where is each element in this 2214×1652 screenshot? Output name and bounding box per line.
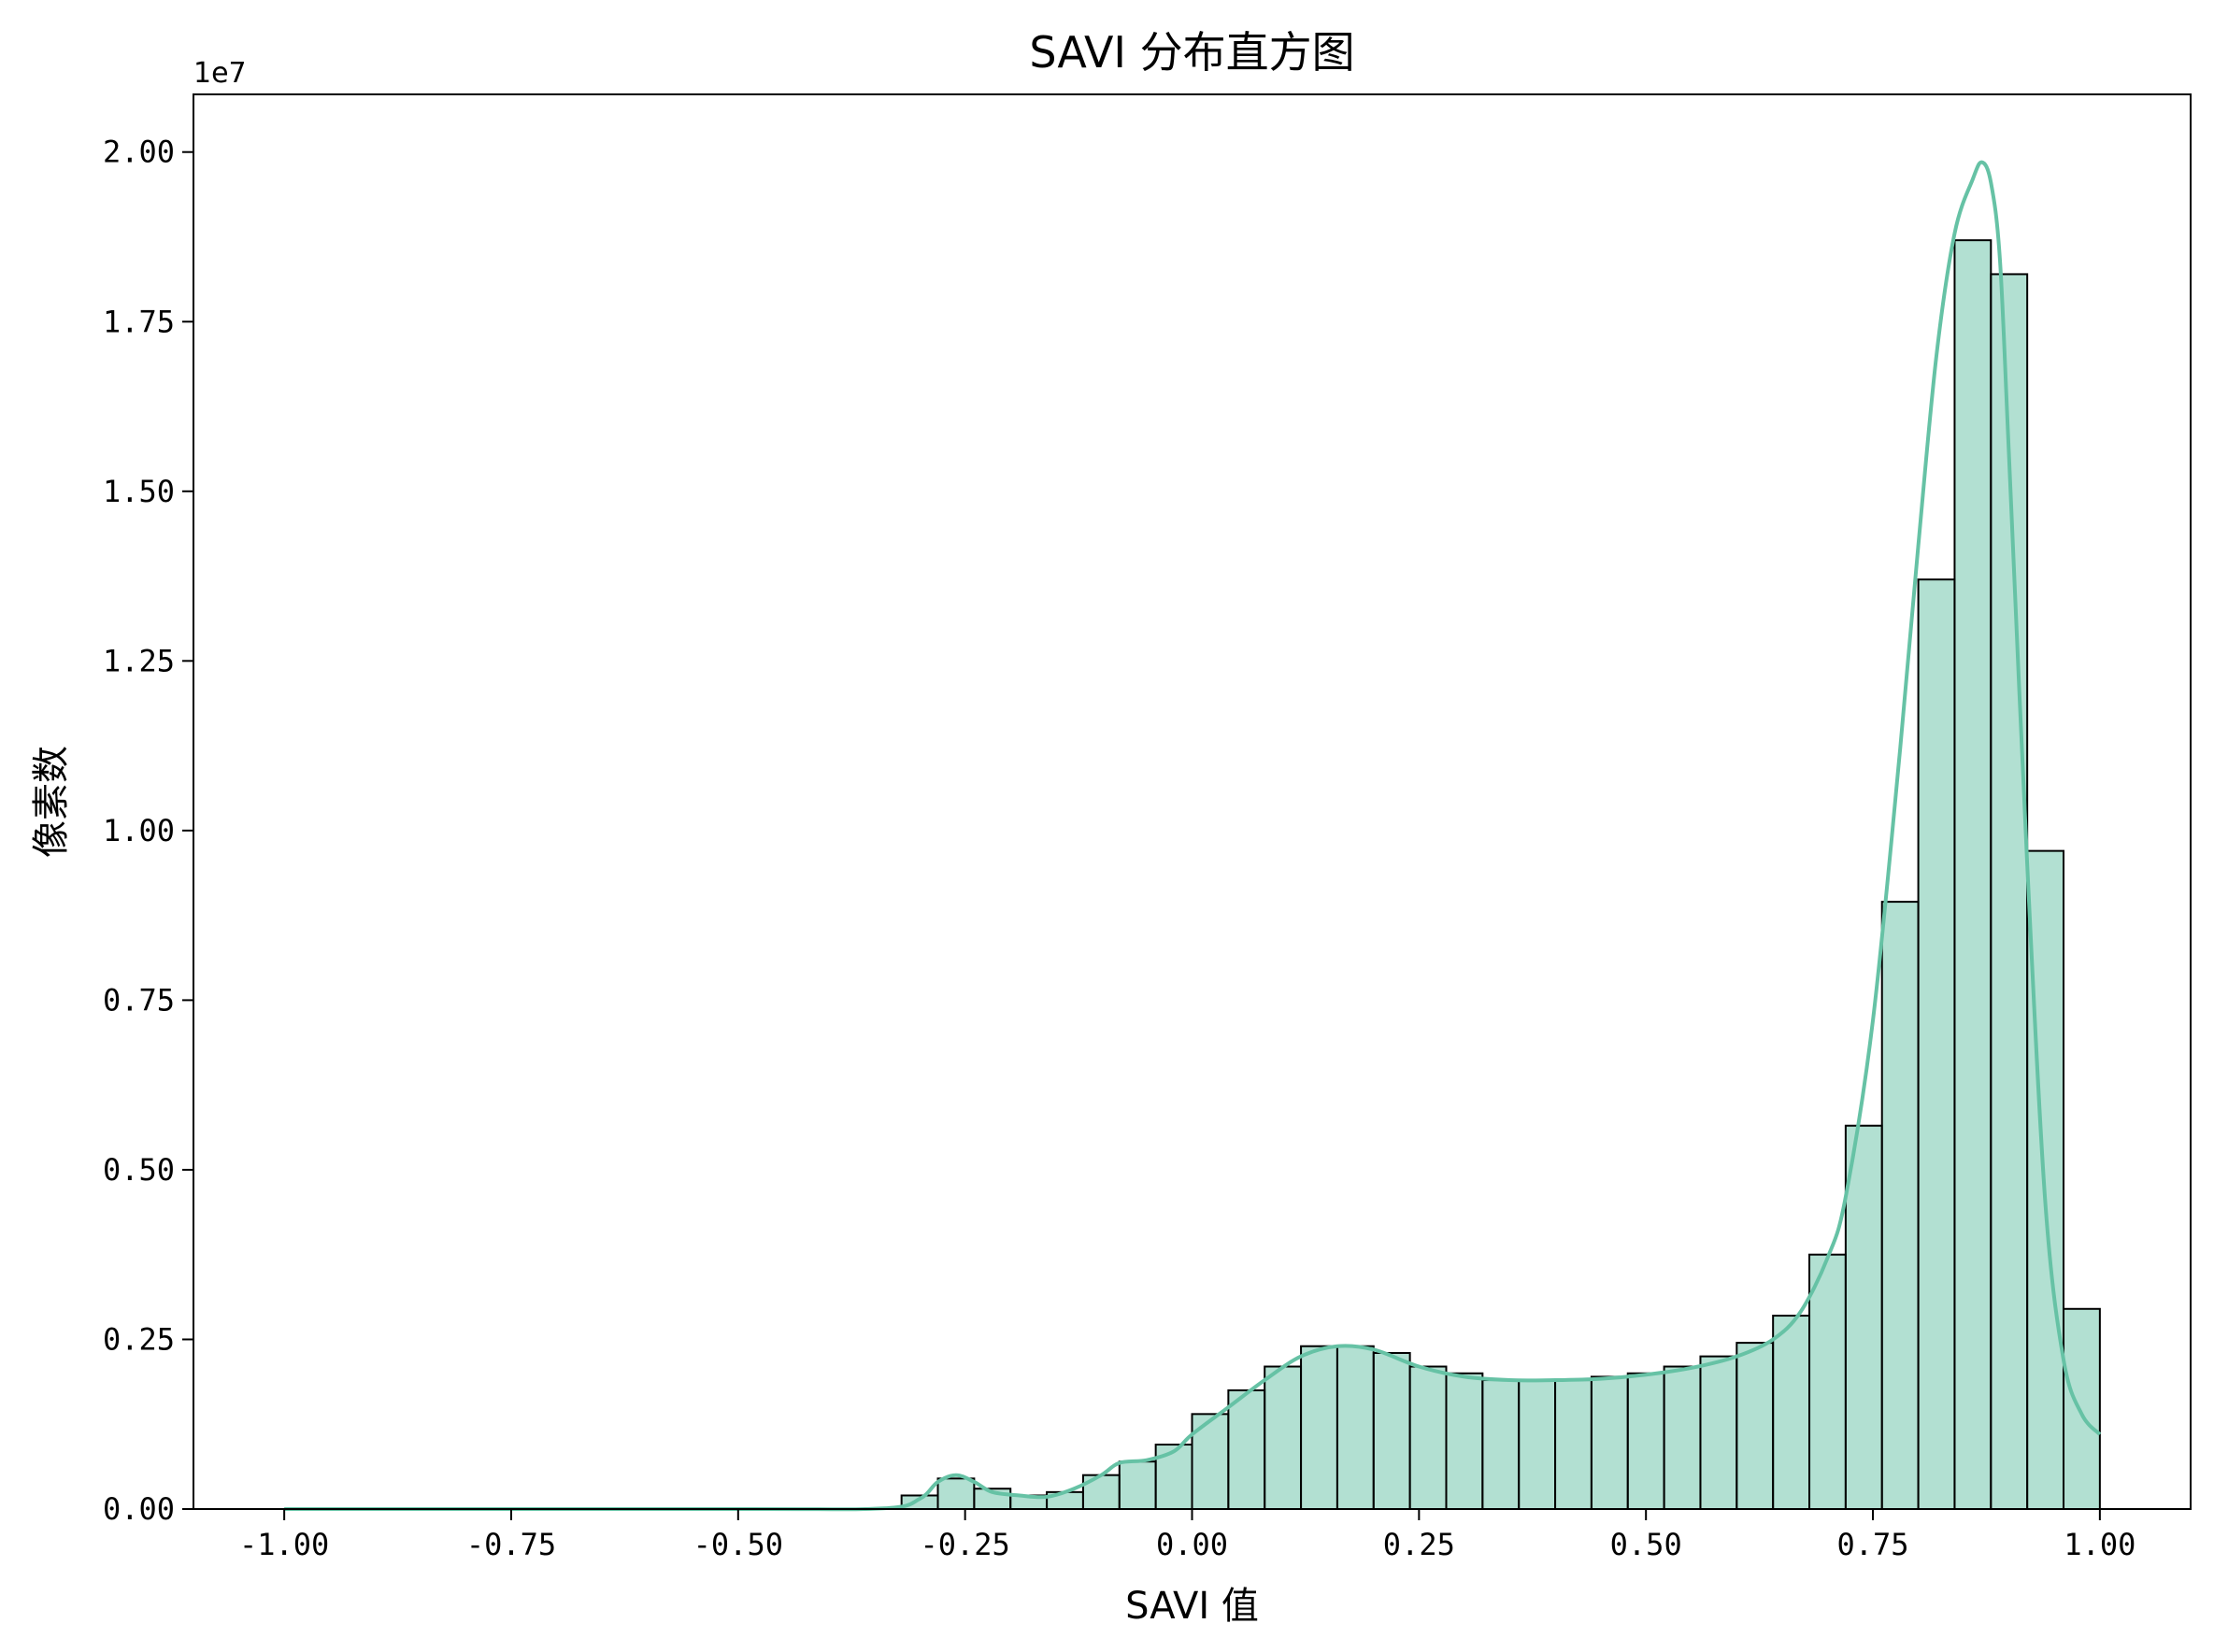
histogram-bar <box>1663 1365 1702 1510</box>
histogram-bar <box>1154 1444 1193 1511</box>
histogram-bar <box>1880 901 1920 1510</box>
x-tick-label: -0.50 <box>693 1527 783 1562</box>
y-axis-label: 像素数 <box>30 746 73 858</box>
chart-title: SAVI 分布直方图 <box>1029 27 1354 78</box>
histogram-bar <box>1735 1342 1775 1511</box>
y-tick-label: 1.25 <box>103 643 175 678</box>
histogram-bar <box>1772 1315 1811 1511</box>
histogram-bar <box>1590 1375 1629 1510</box>
kde-curve <box>284 160 2102 1512</box>
y-tick-label: 1.50 <box>103 474 175 509</box>
histogram-bar <box>1917 578 1956 1510</box>
histogram-bar <box>1808 1253 1847 1511</box>
x-axis-label: SAVI 值 <box>1125 1585 1259 1628</box>
histogram-bar <box>1445 1372 1484 1511</box>
y-axis-offset-label: 1e7 <box>193 57 247 90</box>
x-tick-label: 0.75 <box>1836 1527 1908 1562</box>
x-tick-label: -0.25 <box>920 1527 1009 1562</box>
y-tick-label: 0.75 <box>103 982 175 1018</box>
histogram-bar <box>1336 1345 1375 1510</box>
x-axis-ticks: -1.00 -0.75 -0.50 -0.25 0.00 0.25 0.50 0.75 1.00 <box>239 1509 2135 1562</box>
histogram-bar <box>1227 1389 1266 1510</box>
histogram-bar <box>1844 1124 1883 1511</box>
histogram-bar <box>1626 1372 1665 1511</box>
histogram-bar <box>1408 1365 1448 1510</box>
y-tick-label: 0.00 <box>103 1491 175 1527</box>
x-tick-label: 0.50 <box>1610 1527 1682 1562</box>
histogram-bar <box>1518 1379 1557 1510</box>
x-tick-label: -1.00 <box>239 1527 329 1562</box>
histogram-bar <box>936 1477 976 1510</box>
x-tick-label: 0.00 <box>1156 1527 1228 1562</box>
y-tick-label: 1.00 <box>103 813 175 848</box>
histogram-bar <box>1118 1460 1157 1511</box>
y-axis-ticks: 0.00 0.25 0.50 0.75 1.00 1.25 1.50 1.75 2.00 <box>103 135 193 1527</box>
x-tick-label: 1.00 <box>2064 1527 2135 1562</box>
y-tick-label: 0.25 <box>103 1321 175 1357</box>
histogram-bar <box>1953 239 1993 1511</box>
histogram-bar <box>1699 1355 1738 1510</box>
histogram-bar <box>1554 1379 1593 1510</box>
kde-layer <box>284 160 2102 1512</box>
x-tick-label: 0.25 <box>1383 1527 1455 1562</box>
x-tick-label: -0.75 <box>466 1527 556 1562</box>
histogram-bar <box>1264 1365 1303 1510</box>
histogram-bar <box>1300 1345 1338 1510</box>
histogram-bar <box>1481 1379 1521 1510</box>
y-tick-label: 1.75 <box>103 304 175 339</box>
histogram-bar <box>1372 1351 1411 1511</box>
y-tick-label: 2.00 <box>103 135 175 170</box>
histogram-bar <box>1990 273 2029 1510</box>
y-tick-label: 0.50 <box>103 1152 175 1188</box>
histogram-bar <box>2063 1307 2101 1510</box>
